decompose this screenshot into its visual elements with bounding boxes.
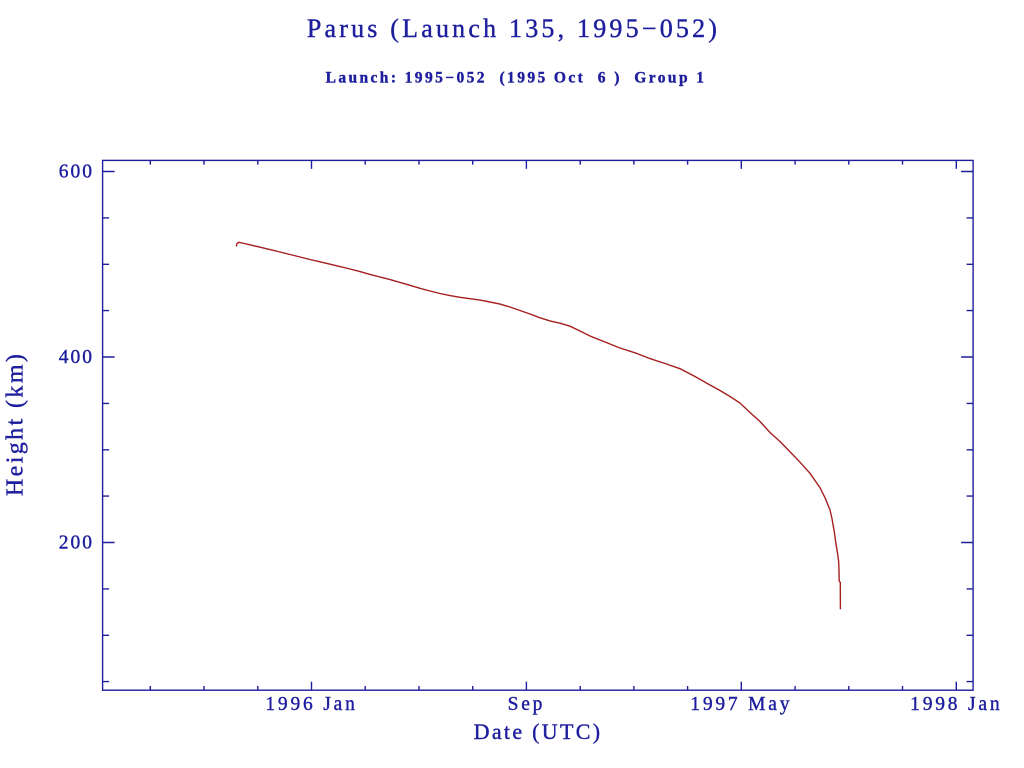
svg-text:Date (UTC): Date (UTC) [474,719,603,744]
svg-text:600: 600 [59,162,94,183]
svg-text:200: 200 [59,533,94,554]
svg-text:Sep: Sep [508,694,546,715]
svg-text:1998 Jan: 1998 Jan [910,694,1002,715]
svg-text:Parus (Launch 135, 1995−052): Parus (Launch 135, 1995−052) [307,14,720,43]
svg-text:400: 400 [59,347,94,368]
svg-text:1997 May: 1997 May [690,694,792,715]
svg-text:Launch: 1995−052 (1995 Oct 6: Launch: 1995−052 (1995 Oct 6 ) Group 1 [326,70,707,87]
svg-text:Height (km): Height (km) [3,352,29,496]
svg-text:1996 Jan: 1996 Jan [265,694,357,715]
